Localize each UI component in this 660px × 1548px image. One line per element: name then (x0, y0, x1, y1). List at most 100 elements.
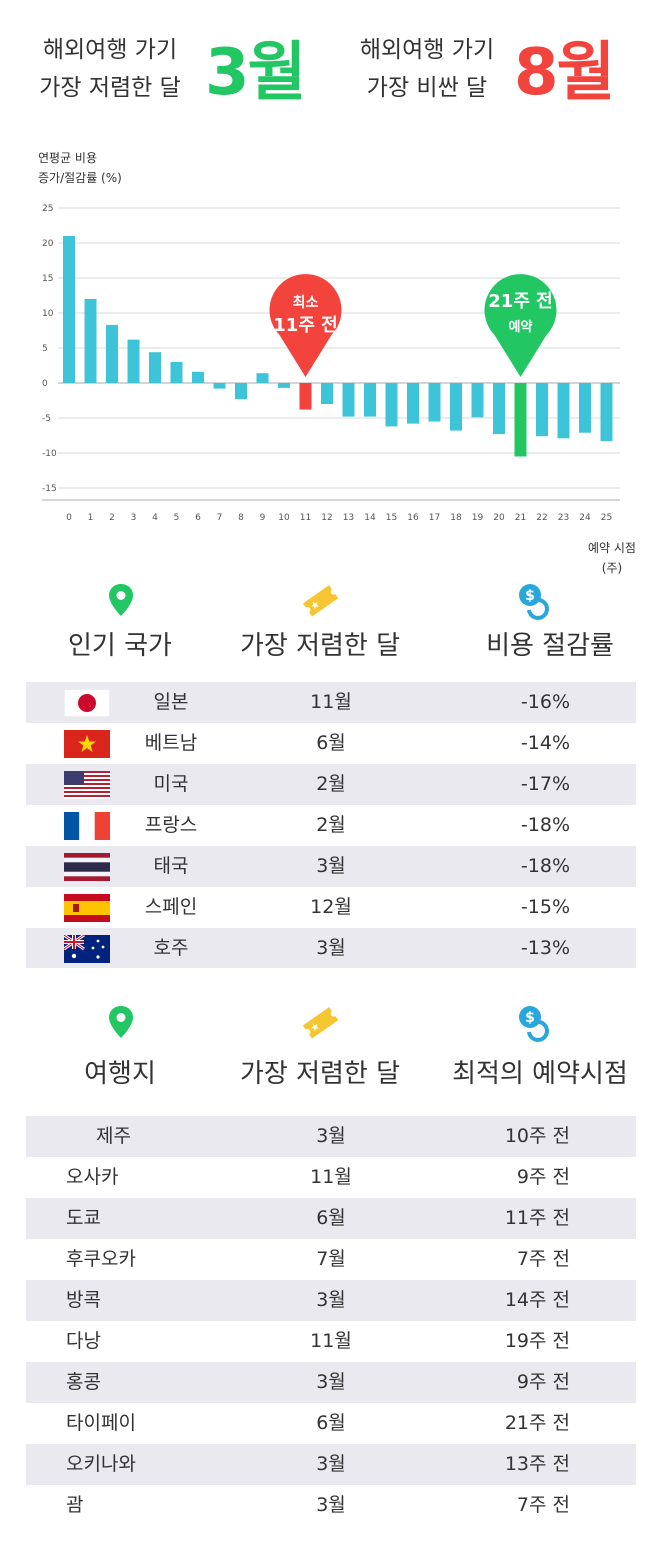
pin-label-line2: 11주 전 (273, 315, 337, 336)
x-tick-label: 3 (131, 513, 137, 523)
destination-name: 홍콩 (66, 1371, 101, 1393)
country-name: 프랑스 (144, 814, 198, 836)
table-row: 호주 3월 -13% (26, 928, 636, 968)
y-axis-label-line2: 증가/절감률 (%) (38, 171, 122, 185)
header-cheapest-month: 가장 저렴한 달 (239, 1059, 401, 1089)
cheapest-month: 11월 (310, 691, 352, 713)
usa-flag-icon (64, 771, 110, 799)
country-section-icons: $ (0, 580, 660, 620)
cheapest-month: 11월 (310, 1166, 352, 1188)
header-cheapest-month: 가장 저렴한 달 (239, 631, 401, 661)
bar (278, 383, 290, 388)
cheap-label-line2: 가장 저렴한 달 (39, 75, 181, 101)
destination-name: 오키나와 (66, 1453, 136, 1475)
header-best-booking-time: 최적의 예약시점 (452, 1059, 628, 1089)
saving-rate: -14% (520, 732, 570, 754)
bar (84, 299, 97, 383)
y-tick-label: 5 (42, 344, 48, 354)
x-tick-label: 14 (364, 513, 376, 523)
best-booking-time: 21주 전 (504, 1412, 570, 1434)
table-row: 프랑스 2월 -18% (26, 805, 636, 846)
cheapest-month: 3월 (316, 1494, 346, 1516)
thailand-flag-icon (64, 853, 110, 881)
cheapest-month: 3월 (316, 1371, 346, 1393)
france-flag-icon (64, 812, 110, 840)
destination-name: 후쿠오카 (66, 1248, 136, 1270)
table-row: 스페인 12월 -15% (26, 887, 636, 928)
cheap-label-line1: 해외여행 가기 (42, 37, 178, 63)
best-booking-time: 10주 전 (504, 1125, 570, 1147)
table-row: 베트남 6월 -14% (26, 723, 636, 764)
cheapest-month: 12월 (310, 896, 352, 918)
svg-text:$: $ (525, 588, 535, 604)
y-tick-label: -10 (42, 449, 57, 459)
country-table-header: 인기 국가 가장 저렴한 달 비용 절감률 (0, 626, 660, 666)
most-expensive-month: 8월 (514, 36, 615, 110)
best-booking-time: 13주 전 (504, 1453, 570, 1475)
x-tick-label: 13 (343, 513, 354, 523)
cheapest-month: 3월 (316, 1125, 346, 1147)
bar (256, 373, 269, 383)
japan-flag-icon (64, 689, 110, 717)
country-name: 태국 (153, 855, 189, 877)
dollar-coin-icon: $ (515, 1002, 555, 1042)
bar (235, 383, 247, 400)
cheapest-month: 7월 (316, 1248, 346, 1270)
table-row: 타이페이 6월 21주 전 (26, 1403, 636, 1444)
table-row: 제주 3월 10주 전 (26, 1116, 636, 1157)
x-tick-label: 1 (88, 513, 94, 523)
bar (450, 383, 462, 431)
map-pin-icon (101, 1002, 141, 1042)
bar (342, 383, 355, 417)
expensive-label-line2: 가장 비싼 달 (366, 75, 488, 101)
best-booking-time: 11주 전 (504, 1207, 570, 1229)
table-row: 미국 2월 -17% (26, 764, 636, 805)
destination-name: 제주 (96, 1125, 131, 1147)
table-row: 도쿄 6월 11주 전 (26, 1198, 636, 1239)
destination-name: 다낭 (66, 1330, 101, 1352)
x-tick-label: 19 (472, 513, 484, 523)
bar (63, 236, 75, 383)
saving-rate: -15% (520, 896, 570, 918)
header-popular-country: 인기 국가 (68, 631, 172, 661)
x-tick-label: 23 (558, 513, 569, 523)
expensive-label-line1: 해외여행 가기 (359, 37, 495, 63)
bar (299, 383, 312, 410)
bar (493, 383, 505, 435)
bar (170, 362, 183, 383)
cheapest-month: 3월 (316, 1453, 346, 1475)
cheapest-month: 3월 (316, 855, 346, 877)
vietnam-flag-icon (64, 730, 110, 758)
x-tick-label: 7 (217, 513, 223, 523)
x-tick-label: 20 (493, 513, 505, 523)
destination-name: 방콕 (66, 1289, 101, 1311)
table-row: 홍콩 3월 9주 전 (26, 1362, 636, 1403)
x-tick-label: 21 (515, 513, 526, 523)
table-row: 오키나와 3월 13주 전 (26, 1444, 636, 1485)
table-row: 괌 3월 7주 전 (26, 1485, 636, 1526)
x-tick-label: 0 (66, 513, 72, 523)
table-row: 오사카 11월 9주 전 (26, 1157, 636, 1198)
bar (407, 383, 419, 424)
table-row: 방콕 3월 14주 전 (26, 1280, 636, 1321)
bar (127, 339, 140, 383)
country-name: 호주 (153, 937, 189, 959)
best-booking-time: 9주 전 (516, 1166, 570, 1188)
destination-table-header: 여행지 가장 저렴한 달 최적의 예약시점 (0, 1054, 660, 1094)
cheapest-month: 2월 (316, 773, 346, 795)
pin-label-line2: 예약 (509, 319, 533, 335)
ticket-icon (300, 1002, 340, 1042)
x-tick-label: 22 (536, 513, 547, 523)
bar (514, 383, 527, 457)
bar (106, 324, 118, 383)
bar (213, 383, 226, 389)
x-tick-label: 9 (260, 513, 266, 523)
bar (536, 383, 548, 437)
y-tick-label: 10 (42, 309, 54, 319)
saving-rate: -17% (520, 773, 570, 795)
pin-label-line1: 21주 전 (488, 291, 552, 312)
saving-rate: -18% (520, 855, 570, 877)
x-tick-label: 10 (278, 513, 290, 523)
y-axis-label-line1: 연평균 비용 (38, 151, 97, 165)
